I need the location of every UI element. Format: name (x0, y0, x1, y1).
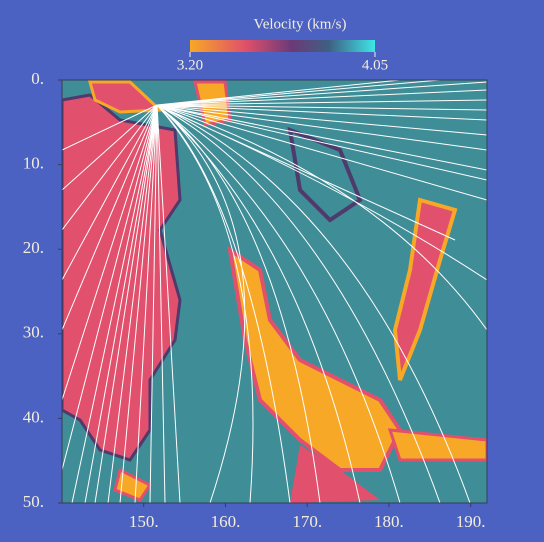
x-tick-label: 160. (211, 512, 241, 531)
colorbar-label: Velocity (km/s) (254, 16, 347, 32)
colorbar (190, 40, 375, 52)
x-tick-label: 170. (292, 512, 322, 531)
y-tick-label: 10. (23, 154, 44, 173)
x-tick-label: 150. (129, 512, 159, 531)
colorbar-tick-label: 3.20 (177, 57, 203, 73)
y-tick-label: 0. (31, 69, 44, 88)
colorbar-tick-label: 4.05 (362, 57, 388, 73)
x-tick-label: 180. (374, 512, 404, 531)
x-tick-label: 190. (456, 512, 486, 531)
velocity-field (62, 80, 487, 503)
y-tick-label: 50. (23, 492, 44, 511)
plot-frame (61, 79, 488, 504)
y-tick-label: 40. (23, 407, 44, 426)
y-tick-label: 20. (23, 238, 44, 257)
y-tick-label: 30. (23, 323, 44, 342)
